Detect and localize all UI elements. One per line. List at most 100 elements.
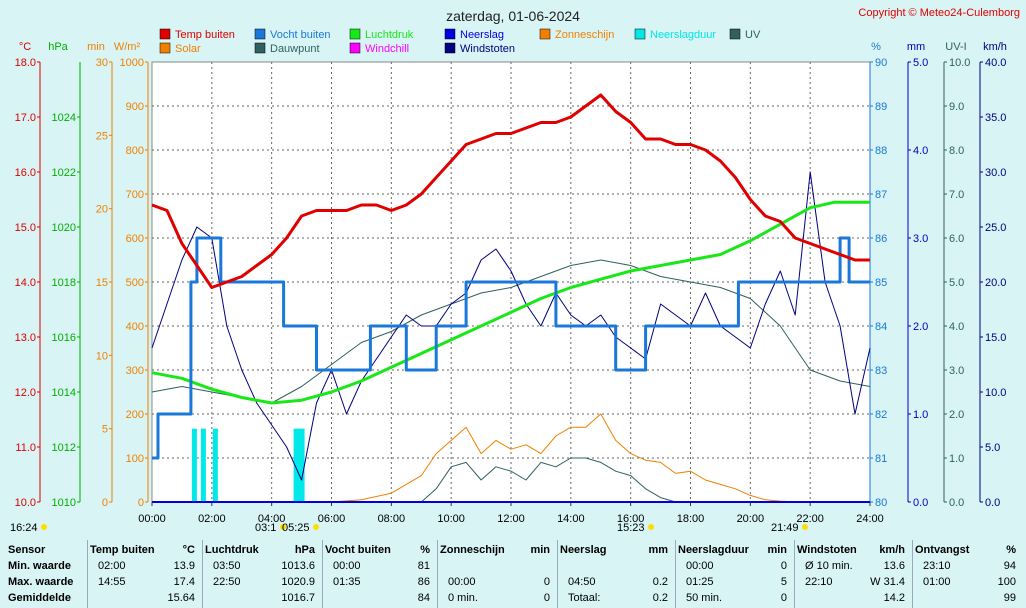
right-axis-tick-label: 1.0: [949, 453, 964, 465]
right-axis-tick-label: 35.0: [985, 112, 1006, 124]
right-axis-tick-label: 2.0: [949, 409, 964, 421]
sun-icon: [280, 524, 286, 530]
left-axis-tick-label: 20: [96, 204, 108, 216]
left-axis-tick-label: 15: [96, 277, 108, 289]
left-axis-tick-label: 1016: [52, 332, 76, 344]
table-cell-time: Totaal:: [568, 592, 601, 604]
uv-series-line: [152, 457, 870, 503]
table-cell-value: 17.4: [173, 576, 195, 588]
table-cell-value: 0: [543, 592, 550, 604]
x-axis-tick-label: 10:00: [437, 513, 465, 525]
table-cell-value: 5: [780, 576, 787, 588]
table-column-title: Vocht buiten: [325, 544, 391, 556]
right-axis-tick-label: 84: [875, 321, 887, 333]
table-cell-value: 1020.9: [281, 576, 315, 588]
legend-label: Neerslag: [460, 29, 504, 41]
table-column-title: Luchtdruk: [205, 544, 259, 556]
neerslagduur-bar: [299, 428, 305, 502]
sun-icon: [41, 524, 47, 530]
legend-swatch: [444, 28, 456, 40]
neerslagduur-bar: [296, 428, 302, 502]
x-axis-tick-label: 06:00: [318, 513, 346, 525]
left-axis-tick-label: 30: [96, 57, 108, 69]
right-axis-tick-label: 6.0: [949, 233, 964, 245]
left-axis-tick-label: 200: [126, 409, 144, 421]
right-axis-tick-label: 86: [875, 233, 887, 245]
left-axis-tick-label: 1010: [52, 497, 76, 509]
legend-swatch: [444, 42, 456, 54]
table-cell-time: 03:50: [213, 560, 241, 572]
right-axis-unit: UV-I: [945, 41, 966, 53]
right-axis-tick-label: 89: [875, 101, 887, 113]
table-column-divider: [322, 540, 324, 608]
left-axis-tick-label: 800: [126, 145, 144, 157]
left-axis-tick-label: 1014: [52, 387, 76, 399]
right-axis-unit: %: [871, 41, 881, 53]
temp-buiten-series-line: [151, 93, 870, 289]
x-axis-tick-label: 02:00: [198, 513, 226, 525]
table-column-divider: [557, 540, 559, 608]
table-cell-time: 22:10: [805, 576, 833, 588]
legend-label: UV: [745, 29, 761, 41]
legend-label: Neerslagduur: [650, 29, 716, 41]
left-axis-tick-label: 900: [126, 101, 144, 113]
table-column-unit: %: [1006, 544, 1016, 556]
table-column-unit: mm: [648, 544, 668, 556]
table-column-title: Neerslag: [560, 544, 607, 556]
table-cell-value: W 31.4: [870, 576, 905, 588]
table-cell-time: 04:50: [568, 576, 596, 588]
legend-swatch: [349, 42, 361, 54]
legend-swatch: [729, 28, 741, 40]
table-cell-time: 01:35: [333, 576, 361, 588]
table-column-divider: [794, 540, 796, 608]
sun-event-label: 03:1: [255, 522, 276, 534]
x-axis-tick-label: 20:00: [737, 513, 765, 525]
table-cell-time: 22:50: [213, 576, 241, 588]
left-axis-tick-label: 10.0: [15, 497, 36, 509]
left-axis-tick-label: 15.0: [15, 222, 36, 234]
table-column-divider: [912, 540, 914, 608]
table-cell-value: 13.9: [173, 560, 195, 572]
left-axis-tick-label: 1018: [52, 277, 76, 289]
table-column-unit: km/h: [879, 544, 905, 556]
right-axis-tick-label: 83: [875, 365, 887, 377]
right-axis-tick-label: 85: [875, 277, 887, 289]
legend-swatch: [254, 28, 266, 40]
table-column-unit: %: [420, 544, 430, 556]
left-axis-tick-label: 0: [102, 497, 108, 509]
legend-swatch: [254, 42, 266, 54]
right-axis-tick-label: 81: [875, 453, 887, 465]
right-axis-tick-label: 0.0: [985, 497, 1000, 509]
x-axis-tick-label: 18:00: [677, 513, 705, 525]
table-column-title: Temp buiten: [90, 544, 155, 556]
right-axis-tick-label: 82: [875, 409, 887, 421]
table-cell-value: 0: [780, 592, 787, 604]
table-cell-time: 0 min.: [448, 592, 478, 604]
copyright-text: Copyright © Meteo24-Culemborg: [858, 7, 1020, 19]
table-cell-value: 15.64: [167, 592, 195, 604]
neerslagduur-bar: [293, 428, 299, 502]
left-axis-tick-label: 1020: [52, 222, 76, 234]
left-axis-tick-label: 18.0: [15, 57, 36, 69]
sun-icon: [802, 524, 808, 530]
legend-swatch: [159, 42, 171, 54]
left-axis-tick-label: 500: [126, 277, 144, 289]
table-column-divider: [87, 540, 89, 608]
table-cell-value: 100: [997, 576, 1016, 588]
left-axis-unit: min: [87, 41, 105, 53]
right-axis-unit: mm: [907, 41, 925, 53]
table-cell-time: 50 min.: [686, 592, 723, 604]
left-axis-unit: hPa: [48, 41, 68, 53]
sun-event-label: 21:49: [771, 522, 799, 534]
table-row-label: Sensor: [8, 544, 46, 556]
table-cell-value: 0: [543, 576, 550, 588]
legend-label: Windstoten: [460, 43, 515, 55]
left-axis-tick-label: 13.0: [15, 332, 36, 344]
legend-label: Luchtdruk: [365, 29, 414, 41]
summary-table: Sensor Min. waarde Max. waarde Gemiddelde Te…: [0, 540, 1026, 608]
left-axis-tick-label: 1022: [52, 167, 76, 179]
right-axis-tick-label: 10.0: [949, 57, 970, 69]
left-axis-unit: W/m²: [114, 41, 141, 53]
left-axis-tick-label: 100: [126, 453, 144, 465]
solar-series-line: [152, 413, 870, 503]
